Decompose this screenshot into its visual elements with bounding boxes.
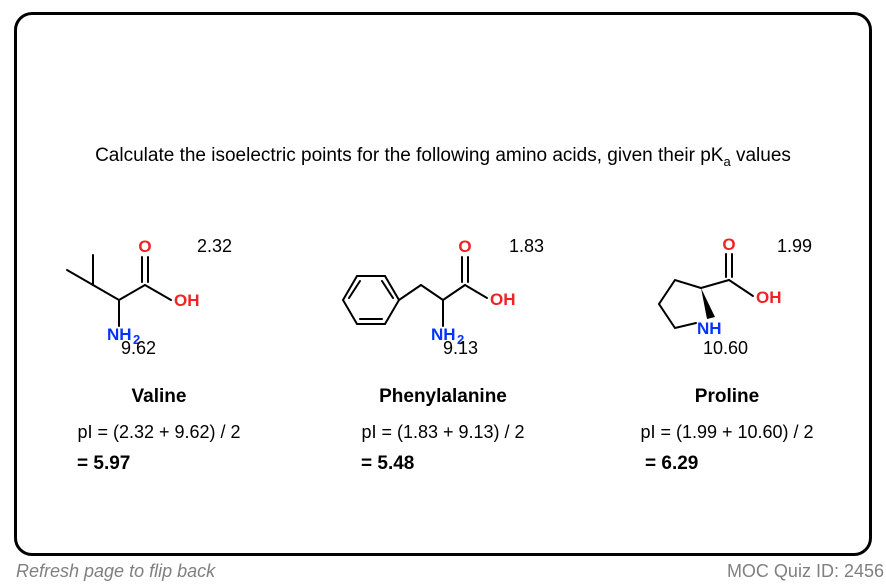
amino-acid-row: O OH NH 2 2.32 9.62 Valine pI = (2.32 + … [17,230,869,475]
prompt-text: Calculate the isoelectric points for the… [17,145,869,169]
svg-text:OH: OH [174,291,200,310]
valine-result: = 5.97 [77,453,130,475]
footer-quiz-id: MOC Quiz ID: 2456 [727,561,884,582]
phe-result: = 5.48 [361,453,414,475]
svg-text:OH: OH [756,288,782,307]
valine-svg: O OH NH 2 [29,230,289,370]
svg-text:OH: OH [490,290,516,309]
pro-name: Proline [695,386,759,408]
phe-formula: pI = (1.83 + 9.13) / 2 [361,422,524,443]
prompt-pre: Calculate the isoelectric points for the… [95,145,723,166]
amino-phenylalanine: O OH NH 2 1.83 9.13 Phenylalanine pI = (… [313,230,573,475]
svg-text:O: O [138,237,151,256]
prompt-sub: a [723,154,730,169]
amino-proline: O OH NH 1.99 10.60 Proline pI = (1.99 + … [597,230,857,475]
phe-pka-nh: 9.13 [443,338,478,359]
valine-structure: O OH NH 2 2.32 9.62 [29,230,289,370]
phenylalanine-structure: O OH NH 2 1.83 9.13 [313,230,573,370]
svg-text:O: O [458,237,471,256]
valine-pka-cooh: 2.32 [197,236,232,257]
pro-pka-cooh: 1.99 [777,236,812,257]
phe-pka-cooh: 1.83 [509,236,544,257]
pro-pka-nh: 10.60 [703,338,748,359]
pro-formula: pI = (1.99 + 10.60) / 2 [640,422,813,443]
valine-pka-nh: 9.62 [121,338,156,359]
footer-refresh-hint: Refresh page to flip back [16,561,215,582]
phe-name: Phenylalanine [379,386,507,408]
svg-text:NH: NH [697,319,722,338]
valine-formula: pI = (2.32 + 9.62) / 2 [77,422,240,443]
quiz-card: Calculate the isoelectric points for the… [14,12,872,556]
valine-name: Valine [132,386,187,408]
pro-result: = 6.29 [645,453,698,475]
amino-valine: O OH NH 2 2.32 9.62 Valine pI = (2.32 + … [29,230,289,475]
prompt-post: values [731,145,791,166]
proline-structure: O OH NH 1.99 10.60 [597,230,857,370]
svg-text:O: O [722,235,735,254]
